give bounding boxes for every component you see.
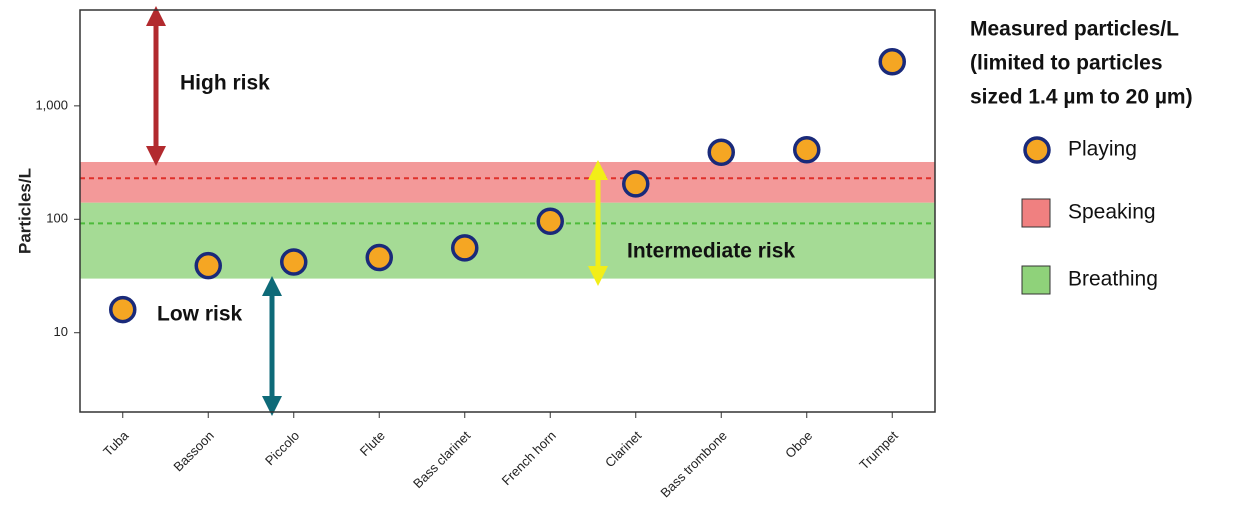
- x-tick-label: Tuba: [100, 427, 132, 459]
- x-tick-label: Piccolo: [262, 428, 302, 468]
- legend-label: Playing: [1068, 138, 1137, 161]
- chart: Particles/L High risk Low risk Intermedi…: [0, 0, 1250, 508]
- x-tick-label: French horn: [499, 428, 559, 488]
- legend-label: Breathing: [1068, 268, 1158, 291]
- point: [624, 172, 648, 196]
- point: [453, 236, 477, 260]
- y-tick-label: 10: [54, 324, 68, 339]
- point: [538, 209, 562, 233]
- point: [111, 298, 135, 322]
- legend-marker: [1025, 138, 1049, 162]
- y-tick-label: 100: [46, 211, 68, 226]
- point: [282, 250, 306, 274]
- legend-title: sized 1.4 µm to 20 µm): [970, 86, 1193, 109]
- x-tick-label: Bassoon: [170, 428, 216, 474]
- annotation: Intermediate risk: [627, 240, 795, 263]
- x-tick-label: Oboe: [782, 428, 815, 461]
- x-tick-label: Trumpet: [856, 428, 901, 473]
- y-axis-label: Particles/L: [15, 168, 34, 254]
- x-tick-label: Clarinet: [602, 428, 645, 471]
- annotation: High risk: [180, 72, 270, 95]
- x-tick-label: Bass clarinet: [410, 428, 474, 492]
- point: [367, 246, 391, 270]
- x-tick-label: Bass trombone: [657, 428, 729, 500]
- legend-swatch: [1022, 266, 1050, 294]
- legend-label: Speaking: [1068, 201, 1156, 224]
- x-tick-label: Flute: [357, 428, 388, 459]
- legend-title: Measured particles/L: [970, 18, 1179, 41]
- point: [709, 140, 733, 164]
- legend-swatch: [1022, 199, 1050, 227]
- band: [80, 162, 935, 203]
- point: [795, 138, 819, 162]
- point: [880, 50, 904, 74]
- legend-title: (limited to particles: [970, 52, 1163, 75]
- annotation: Low risk: [157, 303, 243, 326]
- y-tick-label: 1,000: [35, 97, 68, 112]
- point: [196, 254, 220, 278]
